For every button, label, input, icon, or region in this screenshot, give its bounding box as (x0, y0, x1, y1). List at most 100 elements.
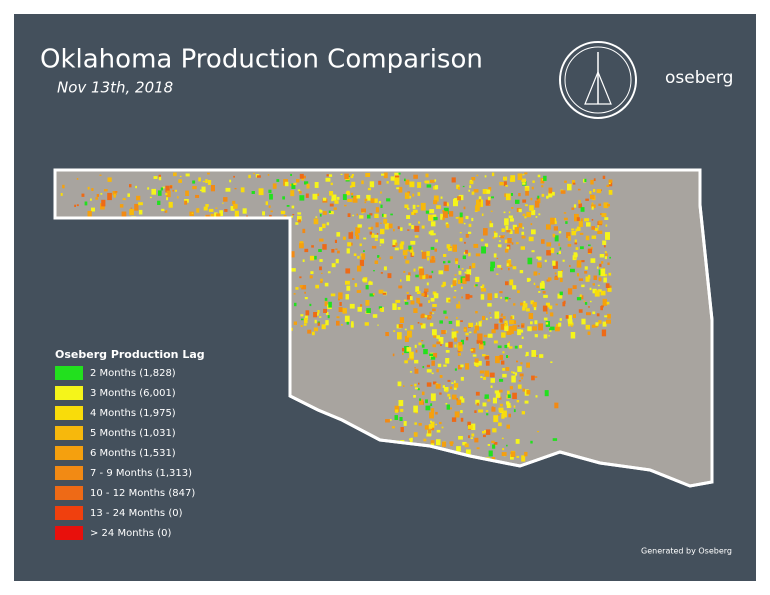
well-dot (383, 214, 387, 218)
well-dot (490, 378, 495, 383)
well-dot (567, 288, 573, 295)
well-dot (420, 202, 426, 211)
well-dot (434, 179, 437, 182)
well-dot (436, 341, 441, 345)
well-dot (408, 223, 412, 226)
well-dot (355, 227, 361, 234)
well-dot (484, 370, 490, 377)
well-dot (508, 267, 510, 271)
well-dot (494, 311, 500, 319)
legend-swatch (55, 386, 83, 400)
well-dot (414, 387, 418, 390)
well-dot (91, 207, 95, 212)
state-border (53, 168, 714, 488)
well-dot (430, 393, 436, 401)
well-dot (602, 175, 606, 179)
well-dot (324, 301, 328, 307)
well-dot (406, 249, 409, 251)
well-dot (538, 213, 541, 216)
well-dot (539, 282, 545, 289)
well-dot (432, 214, 437, 217)
well-dot (101, 199, 106, 207)
legend-title: Oseberg Production Lag (55, 348, 205, 361)
well-dot (351, 195, 354, 198)
well-dot (268, 189, 272, 193)
well-dot (351, 321, 354, 325)
well-dot (587, 274, 591, 279)
well-dot (439, 421, 442, 425)
well-dot (364, 198, 368, 202)
well-dot (422, 275, 426, 280)
well-dot (466, 269, 472, 275)
well-dot (456, 446, 461, 452)
well-dot (573, 252, 578, 258)
well-dot (355, 235, 360, 240)
well-dot (419, 398, 421, 401)
well-dot (350, 192, 354, 196)
well-dot (580, 207, 585, 212)
well-dot (483, 228, 488, 236)
well-dot (470, 437, 473, 439)
legend-label: 6 Months (1,531) (90, 448, 176, 459)
well-dot (375, 207, 380, 213)
well-dot (390, 176, 395, 181)
well-dot (432, 329, 437, 336)
well-dot (210, 185, 215, 192)
well-dot (421, 251, 427, 259)
well-dot (404, 192, 410, 199)
well-dot (556, 323, 560, 328)
well-dot (313, 327, 318, 332)
well-dot (397, 332, 402, 340)
well-dot (467, 421, 471, 427)
well-dot (299, 276, 302, 279)
well-dot (591, 226, 595, 230)
well-dot (441, 426, 444, 429)
well-dot (411, 211, 415, 215)
well-dot (509, 279, 514, 286)
well-dot (340, 173, 343, 175)
well-dot (491, 172, 495, 177)
well-dot (493, 340, 498, 344)
well-dot (365, 285, 369, 290)
well-dot (449, 441, 454, 444)
well-dot (370, 226, 374, 230)
well-dot (553, 226, 558, 231)
well-dot (175, 189, 177, 192)
well-dot (471, 263, 476, 269)
well-dot (374, 198, 378, 203)
well-dot (430, 420, 432, 423)
well-dot (494, 323, 499, 330)
well-dot (604, 256, 607, 260)
well-dot (557, 293, 563, 299)
well-dot (361, 208, 366, 213)
well-dot (301, 318, 304, 321)
well-dot (134, 203, 139, 211)
well-dot (433, 200, 438, 205)
well-dot (584, 178, 587, 182)
well-dot (549, 330, 552, 332)
well-dot (330, 182, 333, 186)
well-dot (509, 264, 513, 267)
well-dot (598, 203, 602, 206)
well-dot (433, 334, 438, 338)
well-dot (547, 277, 552, 281)
well-dot (284, 179, 288, 184)
well-dot (420, 322, 423, 326)
well-dot (419, 399, 424, 405)
well-dot (484, 175, 487, 178)
well-dot (426, 184, 432, 188)
well-dot (446, 404, 450, 410)
well-dot (342, 308, 347, 314)
well-dot (541, 239, 545, 244)
well-dot (567, 315, 573, 322)
well-dot (503, 211, 506, 214)
well-dot (342, 194, 347, 200)
well-dot (345, 268, 351, 274)
well-dot (366, 308, 371, 314)
well-dot (406, 347, 412, 352)
well-dot (524, 451, 528, 457)
well-dot (345, 191, 350, 196)
well-dot (353, 253, 357, 256)
well-dot (488, 204, 491, 206)
well-dot (265, 201, 268, 206)
